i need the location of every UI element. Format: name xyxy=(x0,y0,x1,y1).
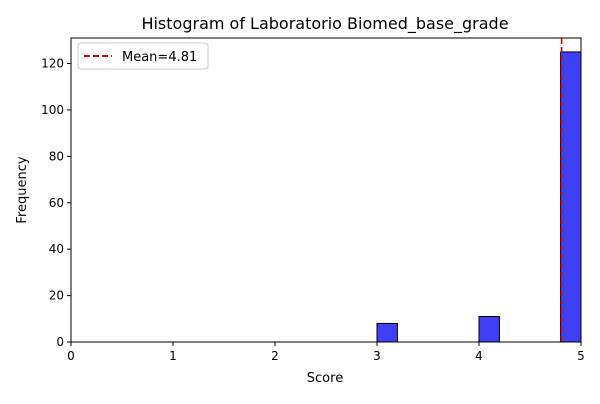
y-tick-label: 120 xyxy=(41,57,64,71)
x-ticks-group: 0 1 2 3 4 5 xyxy=(67,342,585,363)
legend-box xyxy=(77,42,209,70)
x-tick-label: 5 xyxy=(577,349,585,363)
chart-title: Histogram of Laboratorio Biomed_base_gra… xyxy=(141,14,508,34)
x-tick-label: 1 xyxy=(169,349,177,363)
x-axis-label: Score xyxy=(307,371,343,386)
histogram-bar xyxy=(478,315,500,343)
y-axis-label: Frequency xyxy=(15,156,30,223)
y-tick-label: 60 xyxy=(49,196,64,210)
y-tick-label: 40 xyxy=(49,242,64,256)
legend: Mean=4.81 xyxy=(77,42,209,70)
x-tick-label: 0 xyxy=(67,349,75,363)
legend-mean-label: Mean=4.81 xyxy=(122,50,197,65)
y-tick-label: 80 xyxy=(49,149,64,163)
bars-group xyxy=(376,51,582,343)
y-tick-label: 20 xyxy=(49,289,64,303)
x-tick-label: 4 xyxy=(475,349,483,363)
plot-frame xyxy=(70,37,582,343)
y-tick-label: 100 xyxy=(41,103,64,117)
y-tick-label: 0 xyxy=(56,335,64,349)
x-tick-label: 2 xyxy=(271,349,279,363)
axes-group xyxy=(70,37,582,343)
y-ticks-group: 0 20 40 60 80 100 120 xyxy=(41,57,71,349)
x-tick-label: 3 xyxy=(373,349,381,363)
histogram-bar xyxy=(560,51,582,343)
histogram-bar xyxy=(376,322,398,343)
